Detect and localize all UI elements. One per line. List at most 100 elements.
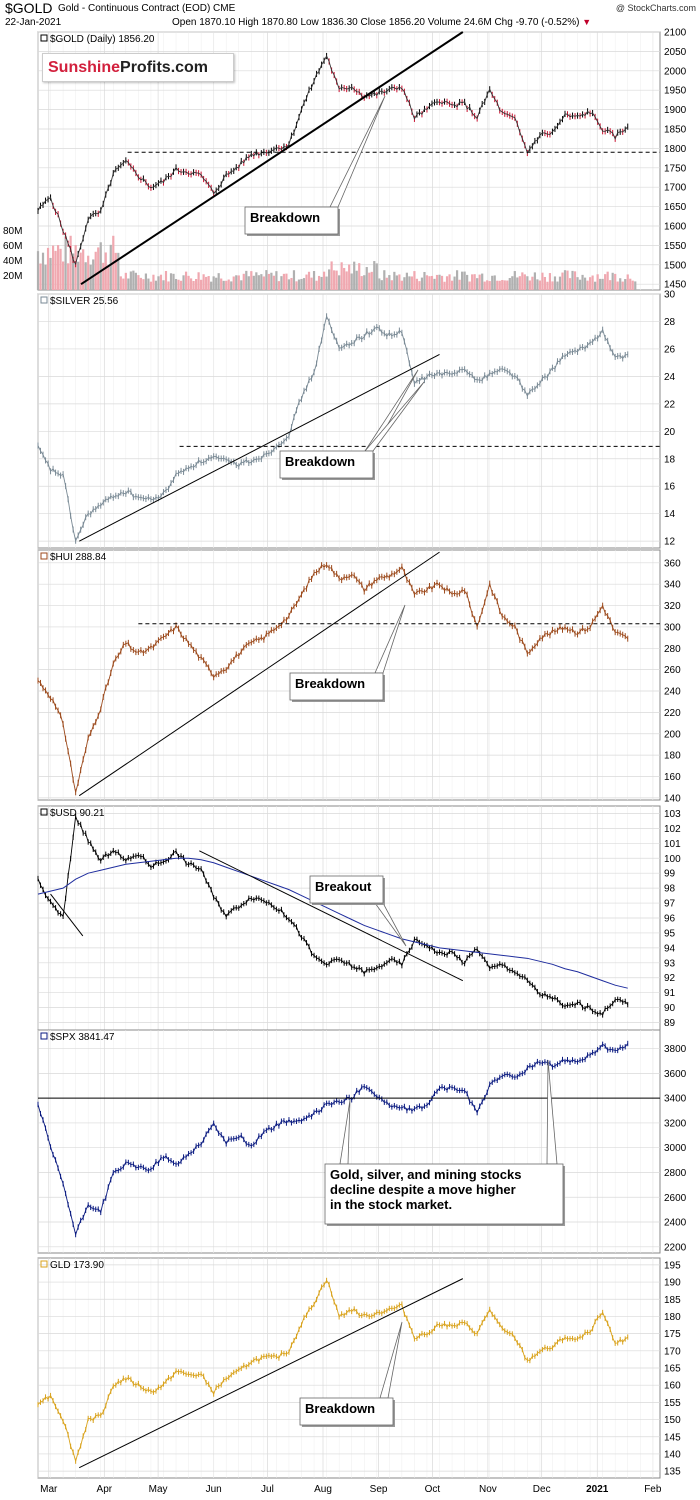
volume-bar xyxy=(102,262,105,290)
volume-bar xyxy=(413,271,416,290)
volume-bar xyxy=(383,270,386,290)
volume-bar xyxy=(232,276,235,290)
y-tick-label: 175 xyxy=(664,1329,681,1340)
volume-bar xyxy=(453,276,456,290)
volume-bar xyxy=(538,280,542,290)
volume-bar xyxy=(222,280,225,290)
volume-bar xyxy=(450,280,454,290)
volume-bar xyxy=(536,279,539,290)
stockcharts-credit[interactable]: @ StockCharts.com xyxy=(615,3,696,13)
y-tick-label: 24 xyxy=(664,372,676,383)
volume-bar xyxy=(122,278,125,290)
volume-bar xyxy=(137,275,140,290)
callout-text: Breakdown xyxy=(285,454,355,469)
volume-bar xyxy=(576,277,579,290)
y-tick-label: 260 xyxy=(664,665,681,676)
y-tick-label: 26 xyxy=(664,344,676,355)
volume-bar xyxy=(496,280,499,290)
volume-bar xyxy=(528,280,531,290)
gld-trendline xyxy=(79,1278,464,1469)
volume-bar xyxy=(609,280,612,290)
volume-bar xyxy=(109,244,112,290)
y-tick-label: 220 xyxy=(664,708,681,719)
legend-swatch xyxy=(40,34,48,42)
silver-price-line xyxy=(37,314,628,543)
volume-bar xyxy=(601,278,604,290)
y-tick-label: 98 xyxy=(664,884,676,895)
volume-bar xyxy=(169,273,173,290)
volume-bar xyxy=(92,259,95,290)
gld-breakdown-callout: Breakdown xyxy=(299,1321,403,1427)
volume-bar xyxy=(614,273,617,290)
volume-bar xyxy=(302,278,306,290)
volume-bar xyxy=(192,280,195,290)
volume-bar xyxy=(596,274,599,290)
legend-gold xyxy=(40,34,48,42)
volume-bar xyxy=(127,278,130,290)
volume-bar xyxy=(481,273,484,290)
y-tick-label: 18 xyxy=(664,454,676,465)
y-tick-label: 160 xyxy=(664,772,681,783)
x-tick-label: Feb xyxy=(644,1484,662,1495)
volume-bar xyxy=(287,279,291,290)
legend-swatch xyxy=(40,1260,48,1268)
volume-bar xyxy=(518,276,521,290)
volume-bar xyxy=(202,274,205,290)
y-tick-label: 360 xyxy=(664,558,681,569)
y-tick-label: 1450 xyxy=(664,280,687,291)
volume-bar xyxy=(408,276,411,290)
volume-bar xyxy=(503,280,506,290)
volume-bar xyxy=(523,274,526,290)
volume-bar xyxy=(182,275,185,290)
volume-bar xyxy=(61,261,65,290)
volume-bar xyxy=(54,250,57,290)
volume-bar xyxy=(64,236,67,290)
volume-bar xyxy=(348,264,351,290)
volume-bar xyxy=(438,274,441,290)
silver-trendline xyxy=(78,353,440,542)
volume-bar xyxy=(461,271,464,290)
volume-bar xyxy=(320,276,323,290)
y-tick-label: 95 xyxy=(664,928,676,939)
y-tick-label: 92 xyxy=(664,973,676,984)
volume-bar xyxy=(476,278,479,290)
volume-bar xyxy=(521,272,524,290)
volume-bar xyxy=(292,270,296,290)
y-tick-label: 89 xyxy=(664,1018,676,1029)
x-tick-label: Nov xyxy=(479,1484,497,1495)
y-tick-label: 190 xyxy=(664,1278,681,1289)
spx-price-line xyxy=(37,1043,629,1237)
y-tick-label: 1950 xyxy=(664,86,687,97)
gold-breakdown-callout: Breakdown xyxy=(244,95,386,236)
volume-bar xyxy=(139,277,142,290)
volume-bar xyxy=(551,281,554,290)
ohlc-values: Open 1870.10 High 1870.80 Low 1836.30 Cl… xyxy=(172,17,580,28)
volume-bar xyxy=(194,278,198,290)
volume-bar xyxy=(440,275,444,290)
volume-bar xyxy=(425,275,429,290)
legend-usd xyxy=(40,808,48,816)
volume-bar xyxy=(56,245,60,290)
x-tick-label: Sep xyxy=(370,1484,388,1495)
volume-bar xyxy=(77,261,80,290)
volume-bar xyxy=(403,277,406,290)
volume-bar xyxy=(240,280,243,290)
y-tick-label: 200 xyxy=(664,729,681,740)
volume-bar xyxy=(375,263,378,290)
volume-bar xyxy=(114,252,117,290)
callout-text: Breakout xyxy=(315,879,372,894)
volume-bar xyxy=(245,270,248,290)
y-tick-label: 91 xyxy=(664,988,676,999)
legend-label: $GOLD (Daily) 1856.20 xyxy=(50,34,155,45)
volume-bar xyxy=(578,279,582,290)
volume-bar xyxy=(546,281,549,290)
volume-bar xyxy=(548,273,552,290)
y-tick-label: 1900 xyxy=(664,105,687,116)
y-tick-label: 28 xyxy=(664,317,676,328)
volume-bar xyxy=(242,273,245,290)
volume-bar xyxy=(250,271,253,290)
volume-bar xyxy=(385,277,388,290)
y-tick-label: 185 xyxy=(664,1295,681,1306)
legend-swatch xyxy=(40,296,48,304)
